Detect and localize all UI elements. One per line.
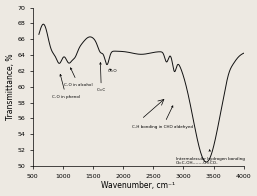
X-axis label: Wavenumber, cm⁻¹: Wavenumber, cm⁻¹ [101, 181, 175, 191]
Text: C-H bonding in CHO aldehyed: C-H bonding in CHO aldehyed [132, 106, 193, 129]
Text: C=O: C=O [108, 69, 118, 73]
Text: C-O in phenol: C-O in phenol [52, 74, 80, 99]
Text: Intermolecular hydrogen bonding
O=C-OH-------O=CO-: Intermolecular hydrogen bonding O=C-OH--… [176, 150, 245, 165]
Text: C=C: C=C [97, 63, 106, 92]
Y-axis label: Transmittance, %: Transmittance, % [6, 54, 15, 120]
Text: C-O in alcohol: C-O in alcohol [64, 68, 93, 87]
